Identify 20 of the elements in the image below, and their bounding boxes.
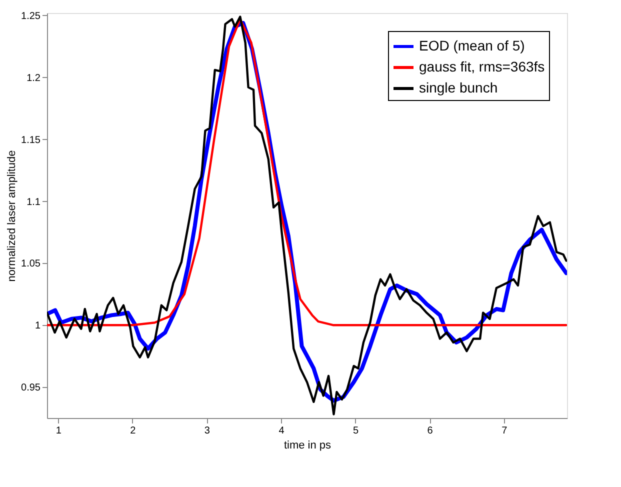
x-axis-title: time in ps xyxy=(284,440,332,452)
x-tick-label: 6 xyxy=(427,426,434,436)
legend-label: gauss fit, rms=363fs xyxy=(419,58,545,74)
x-tick-label: 1 xyxy=(56,426,62,436)
y-tick-label: 1.1 xyxy=(26,196,41,208)
line-series xyxy=(47,18,567,326)
y-tick-label: 1 xyxy=(34,320,41,332)
x-tick-label: 4 xyxy=(278,426,285,436)
y-tick-label: 1.15 xyxy=(21,134,41,146)
legend-label: EOD (mean of 5) xyxy=(419,38,525,54)
legend-label: single bunch xyxy=(419,80,498,96)
x-tick-label: 3 xyxy=(204,426,210,436)
y-tick-label: 1.25 xyxy=(21,10,41,22)
x-tick-label: 7 xyxy=(502,426,508,436)
y-axis-title: normalized laser amplitude xyxy=(6,150,18,282)
x-tick-label: 2 xyxy=(130,426,136,436)
y-tick-label: 1.05 xyxy=(21,258,41,270)
y-tick-label: 0.95 xyxy=(21,382,41,394)
y-tick-label: 1.2 xyxy=(26,72,41,84)
x-tick-label: 5 xyxy=(353,426,360,436)
